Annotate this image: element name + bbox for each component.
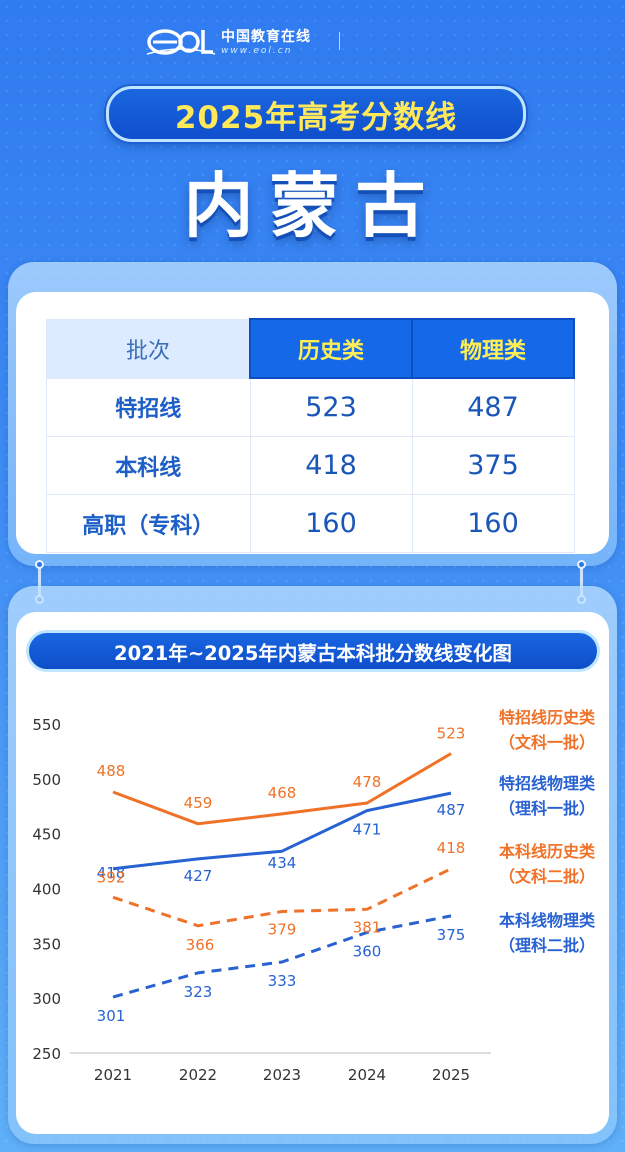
line-chart: 550 500 450 400 350 300 250 2021 2022 2023 2024 202…	[32, 708, 596, 1084]
data-label: 418	[97, 864, 126, 882]
chart-title-pill: 2021年~2025年内蒙古本科批分数线变化图	[26, 630, 600, 672]
data-label: 487	[437, 801, 466, 819]
series-subname-label: （文科二批）	[499, 867, 595, 886]
data-label: 333	[268, 972, 297, 990]
physics-score: 160	[411, 494, 575, 553]
series-name-label: 特招线物理类	[499, 774, 596, 793]
table-row: 本科线 418 375	[46, 436, 575, 495]
eol-logo[interactable]: 中国教育在线 www.eol.cn	[145, 22, 345, 62]
history-score: 523	[249, 377, 413, 437]
eol-logo-mark-icon	[146, 29, 216, 55]
y-tick-label: 450	[32, 826, 61, 844]
history-score: 160	[249, 494, 413, 553]
y-tick-label: 300	[32, 990, 61, 1008]
physics-score: 487	[411, 377, 575, 437]
series-subname-label: （理科一批）	[499, 799, 595, 818]
data-label: 392	[97, 868, 126, 886]
row-label: 本科线	[46, 436, 251, 495]
series-subname-label: （理科二批）	[499, 936, 595, 955]
table-row: 高职（专科） 160 160	[46, 494, 575, 553]
data-label: 381	[353, 918, 382, 936]
data-label: 488	[97, 762, 126, 780]
score-table: 批次 历史类 物理类 特招线 523 487 本科线 418 375 高职（专科…	[46, 318, 575, 553]
series-line	[112, 867, 452, 928]
series-name-label: 本科线历史类	[499, 842, 596, 861]
chart-title: 2021年~2025年内蒙古本科批分数线变化图	[114, 641, 512, 665]
header-physics: 物理类	[411, 318, 575, 379]
data-label: 379	[268, 921, 297, 939]
data-label: 375	[437, 926, 466, 944]
series-subname-label: （文科一批）	[499, 733, 595, 752]
y-tick-label: 500	[32, 771, 61, 789]
data-label: 478	[353, 773, 382, 791]
data-label: 418	[437, 839, 466, 857]
y-tick-label: 350	[32, 935, 61, 953]
table-row: 特招线 523 487	[46, 377, 575, 437]
x-tick-label: 2024	[348, 1066, 386, 1084]
y-tick-label: 400	[32, 881, 61, 899]
table-header-row: 批次 历史类 物理类	[46, 318, 575, 379]
logo-divider	[339, 32, 340, 50]
page-title: 2025年高考分数线	[174, 99, 458, 136]
header-batch: 批次	[46, 318, 251, 379]
x-tick-label: 2025	[432, 1066, 470, 1084]
title-banner: 2025年高考分数线	[106, 86, 526, 142]
x-tick-label: 2023	[263, 1066, 301, 1084]
data-label: 323	[184, 983, 213, 1001]
x-tick-label: 2021	[94, 1066, 132, 1084]
logo-chinese-name: 中国教育在线	[221, 29, 311, 45]
series-line	[112, 791, 452, 871]
data-label: 468	[268, 784, 297, 802]
physics-score: 375	[411, 436, 575, 495]
data-label: 360	[353, 942, 382, 960]
header-history: 历史类	[249, 318, 413, 379]
data-label: 427	[184, 867, 213, 885]
data-label: 301	[97, 1007, 126, 1025]
y-tick-label: 550	[32, 716, 61, 734]
logo-url: www.eol.cn	[221, 46, 293, 56]
data-label: 366	[186, 936, 215, 954]
series-name-label: 特招线历史类	[499, 708, 596, 727]
data-label: 523	[437, 725, 466, 743]
history-score: 418	[249, 436, 413, 495]
y-tick-label: 250	[32, 1045, 61, 1063]
series-name-label: 本科线物理类	[499, 911, 596, 930]
row-label: 特招线	[46, 377, 251, 437]
row-label: 高职（专科）	[46, 494, 251, 553]
region-title: 内蒙古	[183, 165, 442, 247]
data-label: 471	[353, 821, 382, 839]
chart-card	[16, 612, 609, 1134]
x-tick-label: 2022	[179, 1066, 217, 1084]
data-label: 459	[184, 794, 213, 812]
series-line	[112, 914, 452, 999]
data-label: 434	[268, 854, 297, 872]
series-line	[112, 752, 452, 826]
